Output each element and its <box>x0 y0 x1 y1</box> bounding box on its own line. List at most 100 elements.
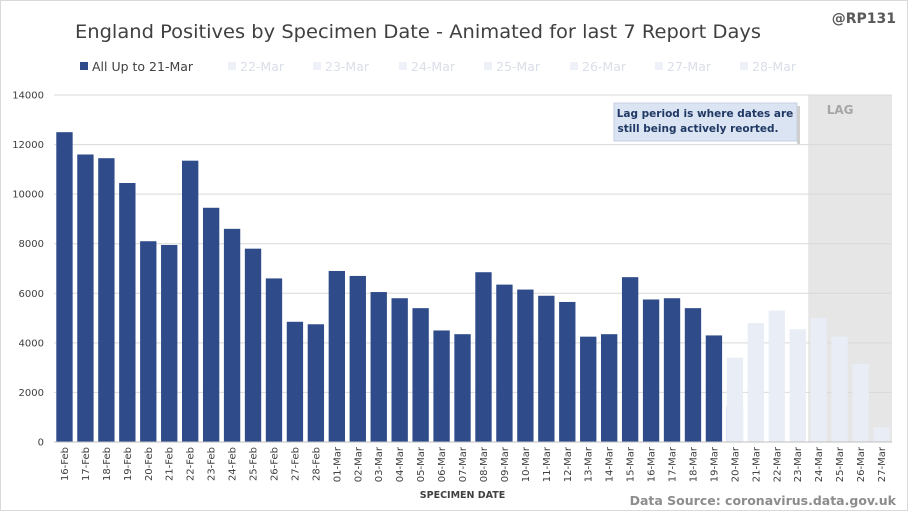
bar-pending-27-Mar <box>873 427 890 442</box>
bars <box>56 132 890 443</box>
legend-label: 22-Mar <box>240 59 285 74</box>
bar-main-15-Mar <box>621 277 639 442</box>
bar-main-11-Mar <box>538 295 555 442</box>
x-tick-label: 11-Mar <box>542 446 553 482</box>
x-tick-label: 13-Mar <box>584 446 595 482</box>
x-tick-label: 20-Mar <box>730 446 741 482</box>
y-tick-label: 8000 <box>19 239 44 250</box>
annotation-shadow <box>797 106 800 144</box>
x-tick-label: 25-Feb <box>249 447 260 481</box>
x-tick-label: 17-Mar <box>668 446 679 482</box>
x-tick-label: 28-Feb <box>311 447 322 481</box>
bar-main-13-Mar <box>580 336 597 442</box>
lag-annotation: Lag period is where dates are still bein… <box>613 102 800 144</box>
x-tick-label: 24-Feb <box>228 447 239 481</box>
legend-swatch <box>80 62 88 70</box>
y-tick-label: 10000 <box>12 190 44 201</box>
x-axis-ticks: 16-Feb 17-Feb 18-Feb 19-Feb 20-Feb 21-Feb 22-F… <box>60 446 888 482</box>
bar-pending-21-Mar <box>747 323 764 442</box>
legend-label: 25-Mar <box>496 59 541 74</box>
x-tick-label: 14-Mar <box>605 446 616 482</box>
x-tick-label: 27-Mar <box>877 446 888 482</box>
bar-main-12-Mar <box>559 301 576 442</box>
legend-label: All Up to 21-Mar <box>92 59 194 74</box>
x-tick-label: 16-Feb <box>60 447 71 481</box>
legend-label: 27-Mar <box>667 59 712 74</box>
x-tick-label: 05-Mar <box>416 446 427 482</box>
x-tick-label: 15-Mar <box>626 446 637 482</box>
x-tick-label: 01-Mar <box>332 446 343 482</box>
x-tick-label: 08-Mar <box>479 446 490 482</box>
legend-label: 24-Mar <box>411 59 456 74</box>
legend: All Up to 21-Mar 22-Mar 23-Mar 24-Mar 25-Mar… <box>80 59 797 74</box>
bar-main-16-Feb <box>56 132 73 442</box>
x-tick-label: 16-Mar <box>647 446 658 482</box>
bar-pending-25-Mar <box>831 336 848 442</box>
x-tick-label: 23-Mar <box>793 446 804 482</box>
legend-swatch <box>655 62 663 70</box>
bar-pending-20-Mar <box>726 357 744 442</box>
bar-main-26-Feb <box>265 278 283 442</box>
y-tick-label: 14000 <box>12 91 44 102</box>
annotation-line-2: still being actively reorted. <box>618 123 779 135</box>
lag-label: LAG <box>827 103 854 117</box>
legend-swatch <box>484 62 492 70</box>
x-tick-label: 23-Feb <box>207 447 218 481</box>
bar-main-19-Feb <box>119 182 136 442</box>
x-tick-label: 18-Mar <box>688 446 699 482</box>
data-source: Data Source: coronavirus.data.gov.uk <box>630 493 897 508</box>
bar-main-18-Mar <box>684 308 702 442</box>
legend-swatch <box>313 62 321 70</box>
x-tick-label: 19-Feb <box>123 447 134 481</box>
x-tick-label: 19-Mar <box>709 446 720 482</box>
y-tick-label: 4000 <box>19 338 44 349</box>
x-tick-label: 20-Feb <box>144 447 155 481</box>
x-tick-label: 21-Feb <box>165 447 176 481</box>
bar-main-17-Mar <box>663 298 681 442</box>
x-tick-label: 09-Mar <box>500 446 511 482</box>
bar-main-17-Feb <box>77 154 94 442</box>
bar-main-10-Mar <box>517 289 534 442</box>
bar-main-25-Feb <box>244 248 262 442</box>
x-tick-label: 26-Mar <box>856 446 867 482</box>
chart-title: England Positives by Specimen Date - Ani… <box>75 21 761 43</box>
bar-main-27-Feb <box>286 321 304 442</box>
legend-swatch <box>228 62 236 70</box>
legend-swatch <box>740 62 748 70</box>
x-tick-label: 27-Feb <box>290 447 301 481</box>
bar-main-28-Feb <box>307 324 325 442</box>
bar-main-16-Mar <box>642 299 660 442</box>
bar-main-14-Mar <box>601 334 618 442</box>
author-handle: @RP131 <box>832 11 896 27</box>
x-tick-label: 04-Mar <box>395 446 406 482</box>
bar-pending-22-Mar <box>768 310 785 442</box>
bar-main-19-Mar <box>705 335 723 442</box>
x-axis-title: SPECIMEN DATE <box>420 490 505 501</box>
legend-swatch <box>570 62 578 70</box>
x-tick-label: 02-Mar <box>353 446 364 482</box>
x-tick-label: 26-Feb <box>269 447 280 481</box>
legend-swatch <box>399 62 407 70</box>
bar-main-23-Feb <box>202 207 220 442</box>
annotation-line-1: Lag period is where dates are <box>617 108 794 120</box>
bar-main-06-Mar <box>433 330 450 442</box>
x-tick-label: 22-Mar <box>772 446 783 482</box>
legend-label: 23-Mar <box>325 59 370 74</box>
bar-main-03-Mar <box>370 292 387 442</box>
bar-main-02-Mar <box>349 275 366 442</box>
bar-main-08-Mar <box>475 272 492 442</box>
bar-main-09-Mar <box>496 284 513 442</box>
legend-label: 28-Mar <box>752 59 797 74</box>
x-tick-label: 22-Feb <box>186 447 197 481</box>
bar-main-21-Feb <box>161 244 178 442</box>
x-tick-label: 24-Mar <box>814 446 825 482</box>
x-tick-label: 18-Feb <box>102 447 113 481</box>
y-tick-label: 6000 <box>19 289 44 300</box>
bar-main-01-Mar <box>328 270 345 442</box>
bar-main-04-Mar <box>391 298 408 442</box>
bar-main-05-Mar <box>412 308 429 442</box>
y-tick-label: 12000 <box>12 140 44 151</box>
x-tick-label: 06-Mar <box>437 446 448 482</box>
x-tick-label: 17-Feb <box>81 447 92 481</box>
legend-label: 26-Mar <box>582 59 627 74</box>
